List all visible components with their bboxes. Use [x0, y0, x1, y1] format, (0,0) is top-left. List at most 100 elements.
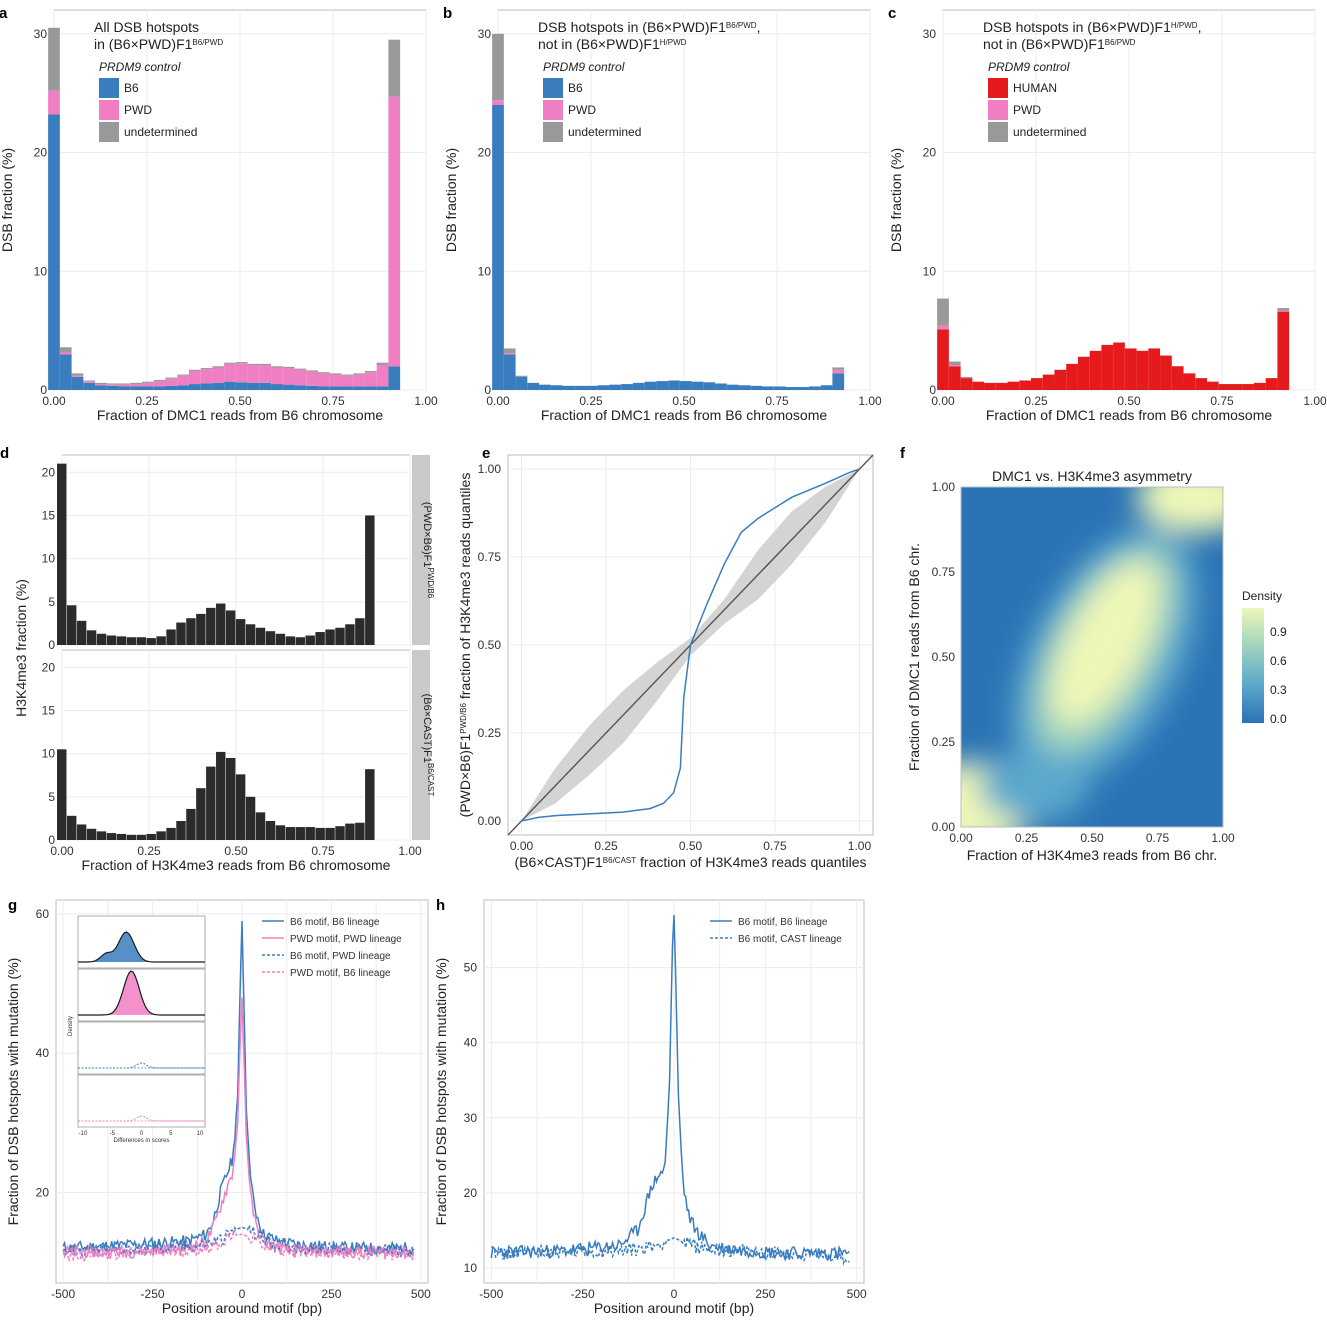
bar-h3k4me3 [136, 637, 146, 645]
y-tick-label: 0 [929, 383, 936, 397]
bar-h3k4me3 [156, 831, 166, 840]
bar-human [1007, 381, 1020, 390]
series-line [62, 1222, 414, 1258]
heatmap-layer [961, 487, 1223, 827]
bar-b6 [388, 366, 401, 390]
inset-row [77, 1074, 206, 1128]
bar-h3k4me3 [176, 622, 186, 645]
density-blob [1136, 487, 1223, 533]
y-tick-label: 10 [923, 264, 937, 278]
series-line [62, 997, 415, 1260]
x-tick-label: 0.25 [594, 839, 618, 853]
inset-x-tick: -10 [79, 1131, 88, 1137]
colorbar-title: Density [1242, 589, 1282, 603]
legend-label: PWD [568, 103, 596, 117]
legend-label: PWD motif, B6 lineage [290, 968, 391, 979]
bar-pwd [95, 384, 107, 386]
bar-h3k4me3 [225, 757, 236, 840]
legend-title: PRDM9 control [988, 60, 1070, 74]
bar-undetermined [130, 382, 142, 385]
bar-h3k4me3 [265, 631, 276, 645]
bar-human [960, 378, 973, 390]
bar-b6 [153, 386, 166, 390]
bar-undetermined [200, 368, 213, 370]
y-tick-label: 0 [40, 383, 47, 397]
x-tick-label: -250 [571, 1287, 595, 1301]
bar-undetermined [388, 39, 401, 97]
legend-swatch [99, 78, 119, 98]
bar-h3k4me3 [225, 610, 236, 645]
legend-title: PRDM9 control [99, 60, 181, 74]
x-axis-title: Position around motif (bp) [594, 1300, 754, 1316]
legend-label: B6 [568, 81, 583, 95]
y-tick-label: 10 [34, 264, 48, 278]
colorbar-label: 0.6 [1270, 654, 1287, 668]
bar-b6 [738, 385, 751, 390]
y-tick-label: 10 [42, 747, 56, 761]
x-tick-label: 0.50 [672, 394, 696, 408]
heatmap-title: DMC1 vs. H3K4me3 asymmetry [992, 468, 1192, 484]
bar-b6 [306, 385, 318, 390]
bar-b6 [294, 385, 307, 390]
bar-b6 [750, 385, 762, 390]
bar-h3k4me3 [216, 751, 226, 840]
bar-h3k4me3 [325, 827, 335, 840]
bar-pwd [282, 368, 295, 385]
bar-b6 [715, 383, 727, 390]
panel-letter: f [900, 445, 906, 462]
bar-undetermined [832, 367, 845, 370]
bar-human [1242, 384, 1254, 390]
bar-pwd [306, 371, 318, 386]
bar-h3k4me3 [245, 796, 256, 840]
bar-pwd [212, 367, 225, 383]
density-blob [979, 751, 1090, 822]
bar-h3k4me3 [126, 834, 137, 840]
y-tick-label: 20 [464, 1186, 478, 1200]
bar-pwd [71, 375, 84, 377]
bar-human [937, 329, 949, 390]
x-tick-label: 0.50 [679, 839, 703, 853]
panel-letter: a [0, 5, 8, 22]
bar-pwd [247, 365, 260, 383]
panel-title-part: All DSB hotspots [94, 19, 199, 35]
bar-undetermined [364, 371, 377, 373]
x-tick-label: 1.00 [1211, 831, 1235, 845]
bar-h3k4me3 [305, 635, 315, 645]
y-tick-label: 20 [478, 146, 492, 160]
y-axis-title: DSB fraction (%) [443, 148, 459, 252]
bar-pwd [224, 363, 236, 382]
bar-b6 [808, 386, 821, 390]
bar-h3k4me3 [116, 833, 127, 840]
bar-h3k4me3 [156, 636, 166, 645]
facet-strip-label-sup: B6/CAST [427, 763, 436, 796]
x-tick-label: -250 [141, 1287, 165, 1301]
legend-swatch [543, 122, 563, 142]
bar-human [1195, 378, 1207, 390]
y-axis-title: H3K4me3 fraction (%) [13, 579, 29, 717]
panel-title-part: DSB hotspots in (B6×PWD)F1 [538, 19, 726, 35]
legend-swatch [543, 78, 563, 98]
y-tick-label: 40 [464, 1036, 478, 1050]
bar-pwd [59, 352, 72, 355]
x-tick-label: 0.00 [949, 831, 973, 845]
x-tick-label: 0.00 [510, 839, 534, 853]
x-axis-title: Fraction of H3K4me3 reads from B6 chr. [967, 847, 1218, 863]
bar-pwd [294, 369, 307, 386]
y-axis-title: Fraction of DMC1 reads from B6 chr. [906, 543, 922, 771]
bar-undetermined [329, 373, 342, 375]
bar-undetermined [376, 362, 389, 366]
panel-letter: g [8, 897, 17, 914]
x-tick-label: 0 [671, 1287, 678, 1301]
bar-undetermined [59, 347, 72, 352]
legend-label: PWD [1013, 103, 1041, 117]
panel-title-line2-part: not in (B6×PWD)F1 [983, 36, 1105, 52]
x-tick-label: 1.00 [1303, 394, 1327, 408]
bar-h3k4me3 [206, 607, 216, 645]
bar-h3k4me3 [146, 833, 156, 840]
bar-undetermined [960, 376, 973, 379]
bar-b6 [703, 382, 716, 390]
bar-undetermined [515, 375, 528, 377]
x-tick-label: 0.25 [1015, 831, 1039, 845]
facet-strip [412, 650, 430, 840]
bar-pwd [948, 365, 961, 367]
